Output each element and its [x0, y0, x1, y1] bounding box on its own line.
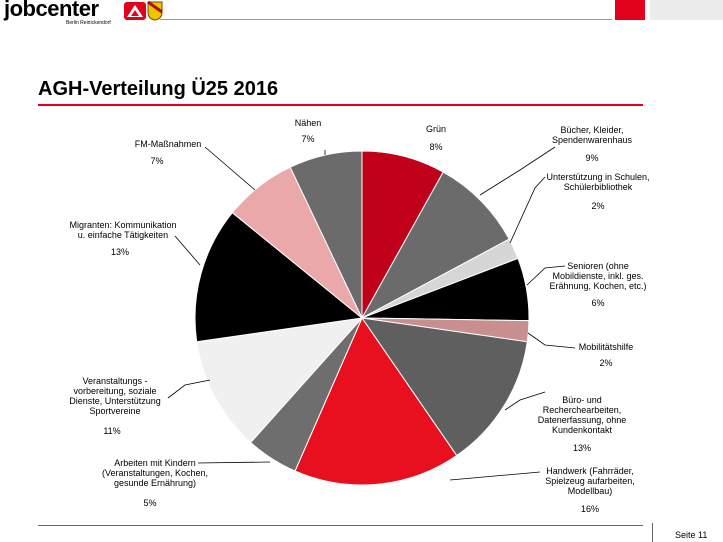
district-crest-icon: [147, 1, 163, 21]
logo-subtext: Berlin Reinickendorf: [66, 20, 111, 26]
slice-label: Unterstützung in Schulen, Schülerbiblioth…: [546, 172, 649, 192]
slice-leader-line: [526, 265, 566, 286]
pie-slice: [360, 317, 528, 457]
pie-slice: [294, 316, 458, 486]
page-number: Seite 11: [675, 530, 708, 540]
slice-leader-line: [509, 176, 546, 244]
slice-label: Nähen: [295, 118, 322, 128]
slice-label: Migranten: Kommunikation u. einfache Täti…: [69, 220, 176, 240]
slice-value-label: 2%: [599, 358, 612, 368]
slice-label: Senioren (ohne Mobildienste, inkl. ges. Er…: [549, 261, 646, 291]
slice-value-label: 16%: [581, 504, 599, 514]
slice-label: Handwerk (Fahrräder, Spielzeug aufarbeite…: [545, 466, 635, 496]
pie-slice: [196, 317, 364, 444]
slice-value-label: 5%: [143, 498, 156, 508]
slice-leader-line: [167, 379, 211, 399]
header-red-bar: [615, 0, 645, 20]
slice-leader-line: [504, 391, 546, 411]
slice-value-label: 11%: [103, 426, 120, 436]
slice-value-label: 6%: [591, 298, 604, 308]
slice-leader-line: [174, 235, 201, 266]
slice-leader-line: [204, 146, 256, 191]
slice-value-label: 13%: [111, 247, 129, 257]
slice-value-label: 13%: [573, 443, 591, 453]
slice-value-label: 8%: [429, 142, 442, 152]
slice-label: FM-Maßnahmen: [135, 139, 202, 149]
slice-leader-line: [197, 461, 271, 464]
slice-label: Veranstaltungs -vorbereitung, soziale Die…: [69, 376, 161, 416]
jobcenter-arrow-icon: [124, 2, 146, 20]
pie-slice: [360, 171, 510, 320]
slice-value-label: 9%: [585, 153, 598, 163]
title-rule: [38, 104, 643, 106]
slice-leader-line: [527, 332, 576, 349]
pie-slice: [194, 211, 364, 343]
slice-value-label: 2%: [591, 201, 604, 211]
slice-leader-line: [479, 146, 556, 196]
slice-label: Mobilitätshilfe: [579, 342, 634, 352]
slice-label: Bücher, Kleider, Spendenwarenhaus: [552, 125, 633, 145]
footer-rule: [38, 525, 643, 526]
slice-leader-line: [449, 471, 541, 481]
slice-label: Grün: [426, 124, 446, 134]
pie-slice: [289, 150, 363, 319]
header-rule: [160, 19, 612, 20]
logo-wordmark: jobcenter: [4, 0, 99, 21]
slice-value-label: 7%: [301, 134, 314, 144]
slice-value-label: 7%: [150, 156, 163, 166]
footer-separator: [652, 523, 653, 542]
slice-label: Büro- und Recherchearbeiten, Datenerfassun…: [538, 395, 627, 435]
header-gray-box: [650, 0, 723, 20]
page-title: AGH-Verteilung Ü25 2016: [38, 78, 279, 100]
slice-label: Arbeiten mit Kindern (Veranstaltungen, Ko…: [102, 458, 208, 488]
